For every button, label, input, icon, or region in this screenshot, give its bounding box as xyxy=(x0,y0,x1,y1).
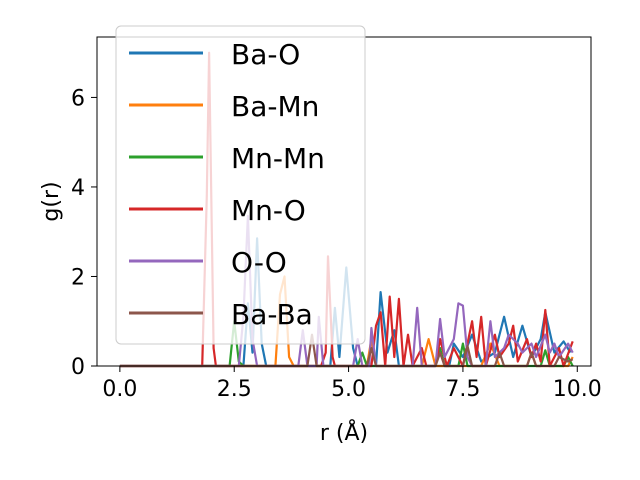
legend-label: Ba-O xyxy=(231,38,300,71)
y-axis-label: g(r) xyxy=(39,181,64,221)
x-tick-label: 7.5 xyxy=(445,377,480,402)
y-tick-label: 4 xyxy=(71,176,85,201)
x-tick-label: 10.0 xyxy=(553,377,602,402)
x-tick-label: 0.0 xyxy=(102,377,137,402)
legend-label: Ba-Ba xyxy=(231,298,313,331)
y-tick-label: 6 xyxy=(71,86,85,111)
axes: 0.0 2.5 5.0 7.5 10.0 0 2 4 6 xyxy=(71,36,602,402)
y-tick-label: 2 xyxy=(71,265,85,290)
x-axis-label: r (Å) xyxy=(320,419,368,446)
x-tick-label: 2.5 xyxy=(217,377,252,402)
legend-label: Mn-O xyxy=(231,194,306,227)
legend: Ba-O Ba-Mn Mn-Mn Mn-O O-O Ba-Ba xyxy=(115,25,366,345)
y-tick-label: 0 xyxy=(71,355,85,380)
legend-box xyxy=(115,25,366,345)
legend-label: Ba-Mn xyxy=(231,90,319,123)
legend-label: O-O xyxy=(231,246,287,279)
x-tick-label: 5.0 xyxy=(331,377,366,402)
legend-label: Mn-Mn xyxy=(231,142,325,175)
